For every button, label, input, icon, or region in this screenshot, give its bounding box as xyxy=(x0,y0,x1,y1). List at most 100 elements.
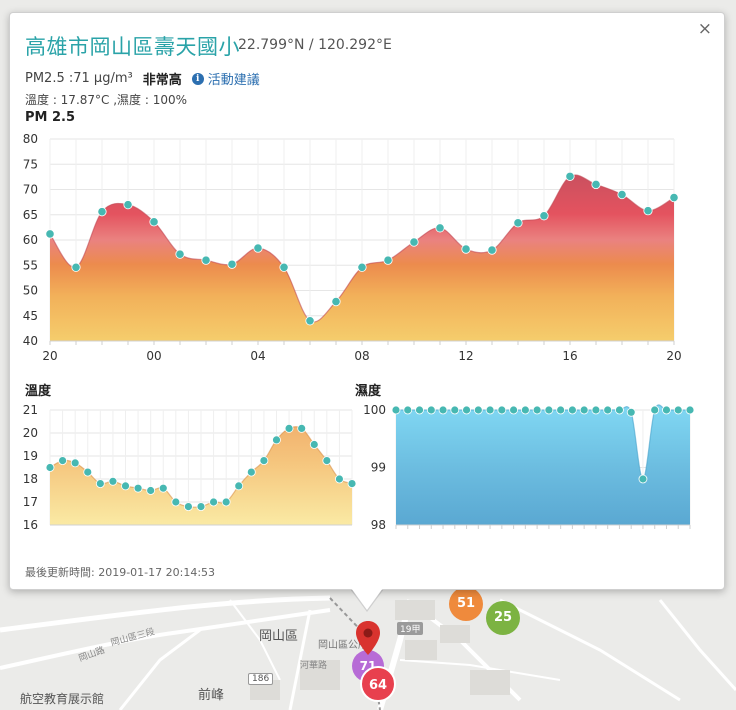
data-point[interactable] xyxy=(58,456,67,465)
activity-advice-link[interactable]: 活動建議 xyxy=(207,73,260,88)
data-point[interactable] xyxy=(487,245,497,255)
data-point[interactable] xyxy=(184,502,193,511)
data-point[interactable] xyxy=(450,405,460,415)
data-point[interactable] xyxy=(347,479,356,488)
location-pin-icon[interactable] xyxy=(355,620,381,656)
x-tick-label: 16 xyxy=(562,349,577,363)
data-point[interactable] xyxy=(643,206,653,216)
data-point[interactable] xyxy=(97,207,107,217)
data-point[interactable] xyxy=(149,217,159,227)
close-icon[interactable]: × xyxy=(697,19,712,39)
data-point[interactable] xyxy=(544,405,554,415)
data-point[interactable] xyxy=(322,456,332,465)
road-label-19jia: 19甲 xyxy=(397,622,424,635)
data-point[interactable] xyxy=(71,262,81,272)
data-point[interactable] xyxy=(284,423,294,433)
data-point[interactable] xyxy=(246,467,256,477)
data-point[interactable] xyxy=(309,440,319,449)
pm25-chart-title: PM 2.5 xyxy=(25,110,76,125)
data-point[interactable] xyxy=(272,435,281,445)
y-tick-label: 50 xyxy=(23,284,38,298)
data-point[interactable] xyxy=(473,405,483,415)
data-point[interactable] xyxy=(108,476,118,486)
data-point[interactable] xyxy=(685,405,694,415)
data-point[interactable] xyxy=(673,405,683,415)
data-point[interactable] xyxy=(297,423,307,433)
data-point[interactable] xyxy=(209,497,218,507)
map-label-aviation-museum: 航空教育展示館 xyxy=(20,692,105,706)
data-point[interactable] xyxy=(83,467,93,477)
station-name: 高雄市岡山區壽天國小 xyxy=(25,35,240,59)
data-point[interactable] xyxy=(497,405,507,415)
cluster-marker-64[interactable]: 64 xyxy=(360,666,396,702)
data-point[interactable] xyxy=(650,405,660,415)
data-point[interactable] xyxy=(565,171,575,181)
data-point[interactable] xyxy=(391,405,401,415)
data-point[interactable] xyxy=(556,405,566,415)
data-point[interactable] xyxy=(146,486,156,495)
data-point[interactable] xyxy=(45,463,55,472)
data-point[interactable] xyxy=(485,405,495,415)
data-point[interactable] xyxy=(662,405,671,415)
data-point[interactable] xyxy=(158,483,168,493)
map-label-district-office: 岡山區公所 xyxy=(318,640,368,651)
data-point[interactable] xyxy=(123,200,133,210)
cluster-marker-25[interactable]: 25 xyxy=(486,601,520,635)
pm25-level: 非常高 xyxy=(142,73,182,88)
info-icon[interactable]: i xyxy=(191,72,204,85)
pm25-chart: 40 45 50 55 60 65 70 75 80 20 00 04 08 12 16 20 xyxy=(23,132,682,363)
data-point[interactable] xyxy=(509,405,519,415)
data-point[interactable] xyxy=(591,179,601,190)
data-point[interactable] xyxy=(253,243,263,253)
data-point[interactable] xyxy=(133,483,143,493)
data-point[interactable] xyxy=(201,255,211,265)
data-point[interactable] xyxy=(357,262,367,272)
data-point[interactable] xyxy=(435,223,445,233)
series-area xyxy=(50,426,352,525)
data-point[interactable] xyxy=(305,316,315,326)
data-point[interactable] xyxy=(567,405,577,415)
data-point[interactable] xyxy=(221,497,231,507)
y-tick-label: 55 xyxy=(23,258,38,272)
data-point[interactable] xyxy=(121,481,130,491)
data-point[interactable] xyxy=(669,192,679,203)
data-point[interactable] xyxy=(603,405,613,415)
x-tick-label: 20 xyxy=(666,349,681,363)
data-point[interactable] xyxy=(383,255,393,265)
data-point[interactable] xyxy=(234,481,244,491)
y-tick-label: 80 xyxy=(23,132,38,146)
data-point[interactable] xyxy=(520,405,530,415)
data-point[interactable] xyxy=(259,456,269,465)
road-label-hehua: 河華路 xyxy=(300,661,328,671)
y-tick-label: 18 xyxy=(23,472,38,486)
data-point[interactable] xyxy=(438,405,448,415)
data-point[interactable] xyxy=(539,211,549,221)
data-point[interactable] xyxy=(175,249,185,259)
data-point[interactable] xyxy=(579,405,589,415)
data-point[interactable] xyxy=(513,218,523,228)
data-point[interactable] xyxy=(409,237,419,247)
data-point[interactable] xyxy=(45,229,55,239)
data-point[interactable] xyxy=(335,474,344,484)
data-point[interactable] xyxy=(638,474,648,484)
data-point[interactable] xyxy=(331,297,341,307)
data-point[interactable] xyxy=(95,479,105,488)
data-point[interactable] xyxy=(461,244,471,254)
data-point[interactable] xyxy=(415,405,424,415)
data-point[interactable] xyxy=(279,262,289,272)
data-point[interactable] xyxy=(403,405,413,415)
data-point[interactable] xyxy=(426,405,436,415)
data-point[interactable] xyxy=(171,497,181,507)
data-point[interactable] xyxy=(532,405,542,415)
data-point[interactable] xyxy=(591,405,601,415)
data-point[interactable] xyxy=(626,407,636,417)
data-point[interactable] xyxy=(615,405,624,415)
cluster-marker-51[interactable]: 51 xyxy=(449,587,483,621)
data-point[interactable] xyxy=(70,458,80,468)
data-point[interactable] xyxy=(227,259,237,269)
y-tick-label: 17 xyxy=(23,495,38,509)
map-roads xyxy=(0,595,736,710)
data-point[interactable] xyxy=(462,405,471,415)
data-point[interactable] xyxy=(196,502,206,511)
data-point[interactable] xyxy=(617,189,627,200)
